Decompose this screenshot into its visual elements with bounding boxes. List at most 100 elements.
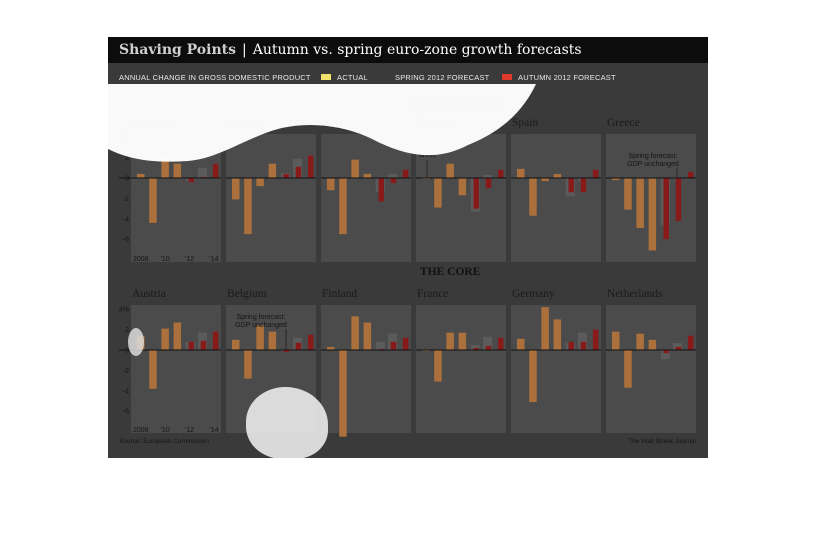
actual-bar bbox=[149, 178, 157, 223]
autumn-forecast-bar bbox=[283, 173, 289, 178]
panel-background bbox=[226, 134, 316, 262]
actual-bar bbox=[149, 350, 157, 389]
autumn-forecast-bar bbox=[378, 348, 384, 350]
actual-bar bbox=[636, 178, 644, 228]
chart-kicker: Shaving Points bbox=[119, 42, 236, 58]
actual-bar bbox=[553, 173, 562, 178]
actual-bar bbox=[458, 178, 467, 196]
autumn-forecast-bar bbox=[568, 341, 574, 350]
source-note: Source: European Commission bbox=[119, 438, 209, 445]
autumn-forecast-bar bbox=[378, 178, 384, 202]
actual-bar bbox=[624, 350, 632, 388]
spring-forecast-bar bbox=[483, 174, 492, 178]
legend-label: AUTUMN 2012 FORECAST bbox=[518, 73, 616, 82]
autumn-forecast-bar bbox=[675, 346, 682, 350]
panel-title: Austria bbox=[132, 288, 166, 300]
panel-title: Netherlands bbox=[607, 288, 663, 300]
actual-bar bbox=[327, 346, 335, 350]
autumn-forecast-bar bbox=[188, 178, 194, 183]
autumn-forecast-bar bbox=[200, 176, 207, 178]
panel-title: Belgium bbox=[227, 288, 267, 300]
overlay-smear bbox=[108, 84, 536, 162]
autumn-forecast-bar bbox=[568, 178, 574, 193]
panel-background bbox=[511, 134, 601, 262]
actual-bar bbox=[541, 307, 549, 350]
actual-bar bbox=[244, 178, 252, 235]
overlay-blob bbox=[246, 387, 328, 458]
actual-bar bbox=[363, 173, 372, 178]
autumn-forecast-bar bbox=[675, 178, 682, 221]
y-tick-label: 0 bbox=[125, 348, 129, 355]
actual-bar bbox=[363, 322, 372, 350]
actual-bar bbox=[339, 178, 347, 235]
y-tick-label: 4% bbox=[119, 307, 129, 314]
actual-bar bbox=[553, 319, 562, 350]
actual-bar bbox=[268, 163, 277, 178]
x-tick-label: 2008 bbox=[133, 256, 149, 263]
actual-bar bbox=[446, 332, 454, 350]
section-title: THE CORE bbox=[420, 266, 481, 278]
panel-background bbox=[416, 305, 506, 433]
chart-title: Autumn vs. spring euro-zone growth forec… bbox=[252, 42, 582, 58]
actual-bar bbox=[458, 332, 467, 350]
panel-annotation: Spring forecast: bbox=[236, 314, 285, 321]
actual-bar bbox=[517, 338, 525, 350]
y-tick-label: -4 bbox=[123, 216, 129, 223]
actual-bar bbox=[529, 350, 537, 403]
actual-bar bbox=[612, 331, 620, 350]
autumn-forecast-bar bbox=[390, 341, 397, 350]
panel-background bbox=[321, 134, 411, 262]
y-tick-label: -6 bbox=[123, 237, 129, 244]
panel-annotation: Spring forecast: bbox=[628, 153, 677, 160]
actual-bar bbox=[624, 178, 632, 210]
chart-card: Shaving Points | Autumn vs. spring euro-zo… bbox=[108, 37, 708, 458]
spring-forecast-bar bbox=[375, 341, 385, 350]
publisher-credit: The Wall Street Journal bbox=[628, 438, 696, 445]
actual-bar bbox=[636, 333, 644, 350]
autumn-forecast-bar bbox=[485, 345, 492, 350]
actual-bar bbox=[137, 173, 145, 178]
overlay-blob bbox=[128, 328, 144, 356]
y-tick-label: -2 bbox=[123, 196, 129, 203]
actual-bar bbox=[517, 168, 525, 178]
panel-annotation: GDP unchanged bbox=[627, 161, 679, 168]
actual-bar bbox=[422, 350, 430, 352]
panel-title: Spain bbox=[512, 117, 538, 129]
spring-forecast-bar bbox=[388, 173, 397, 178]
autumn-forecast-bar bbox=[188, 341, 194, 350]
legend-swatch bbox=[321, 74, 331, 80]
autumn-forecast-bar bbox=[295, 342, 302, 350]
actual-bar bbox=[351, 159, 359, 178]
y-tick-label: -6 bbox=[123, 409, 129, 416]
actual-bar bbox=[648, 339, 657, 350]
autumn-forecast-bar bbox=[307, 155, 314, 178]
actual-bar bbox=[256, 325, 264, 350]
actual-bar bbox=[327, 178, 335, 191]
legend-swatch bbox=[502, 74, 512, 80]
actual-bar bbox=[268, 331, 277, 350]
panel-title: Germany bbox=[512, 288, 555, 300]
x-tick-label: '12 bbox=[185, 256, 194, 263]
actual-bar bbox=[339, 350, 347, 437]
autumn-forecast-bar bbox=[580, 178, 587, 193]
actual-bar bbox=[161, 157, 169, 178]
spring-forecast-bar bbox=[673, 342, 682, 350]
autumn-forecast-bar bbox=[497, 337, 504, 350]
x-tick-label: '10 bbox=[161, 256, 170, 263]
actual-bar bbox=[244, 350, 252, 379]
y-tick-label: -4 bbox=[123, 388, 129, 395]
y-tick-label: 2 bbox=[125, 155, 129, 162]
autumn-forecast-bar bbox=[307, 334, 314, 350]
panel-background bbox=[416, 134, 506, 262]
autumn-forecast-bar bbox=[592, 169, 599, 178]
autumn-forecast-bar bbox=[473, 347, 479, 350]
title-separator: | bbox=[242, 42, 247, 58]
panel-annotation: unch. bbox=[419, 152, 436, 159]
actual-bar bbox=[232, 178, 240, 200]
autumn-forecast-bar bbox=[283, 350, 289, 353]
autumn-forecast-bar bbox=[390, 178, 397, 184]
autumn-forecast-bar bbox=[580, 341, 587, 350]
panel-background bbox=[606, 305, 696, 433]
actual-bar bbox=[612, 178, 620, 181]
panel-title: Greece bbox=[607, 117, 640, 129]
